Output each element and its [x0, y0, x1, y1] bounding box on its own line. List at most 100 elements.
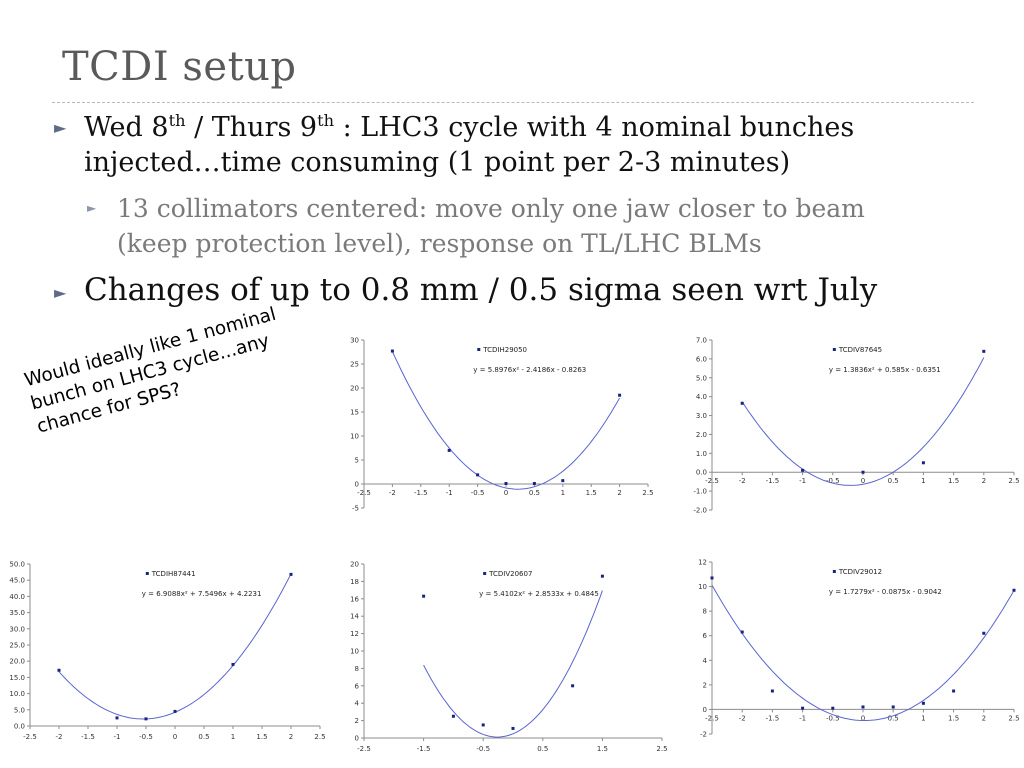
legend-label: TCDIV20607 [488, 570, 532, 578]
x-tick-label: -1.5 [414, 489, 428, 497]
fit-equation: y = 5.8976x² - 2.4186x - 0.8263 [473, 366, 586, 374]
legend-label: TCDIV29012 [838, 568, 882, 576]
y-tick-label: 15 [350, 409, 359, 417]
x-tick-label: -2 [739, 477, 746, 485]
bullet1-text-a: Wed 8 [84, 112, 169, 143]
x-tick-label: 0.5 [888, 714, 899, 722]
y-tick-label: 5.0 [696, 374, 707, 382]
data-point [982, 631, 986, 635]
x-tick-label: 1.5 [586, 489, 597, 497]
legend-marker [477, 348, 481, 351]
x-tick-label: -2.5 [23, 733, 37, 741]
y-tick-label: 5 [355, 457, 359, 465]
fit-equation: y = 1.7279x² - 0.0875x - 0.9042 [829, 588, 942, 596]
fit-curve [391, 351, 621, 490]
x-tick-label: 1.5 [948, 477, 959, 485]
data-point [57, 668, 61, 672]
sub-bullet-line2: (keep protection level), response on TL/… [117, 229, 762, 258]
x-tick-label: 0.5 [888, 477, 899, 485]
x-tick-label: 1.5 [948, 714, 959, 722]
legend-label: TCDIH87441 [151, 570, 196, 578]
x-tick-label: -2.5 [705, 714, 719, 722]
data-point [115, 716, 119, 720]
y-tick-label: 0 [703, 706, 707, 714]
data-point [476, 473, 480, 477]
y-tick-label: 1.0 [696, 450, 707, 458]
bullet-changes: ► Changes of up to 0.8 mm / 0.5 sigma se… [54, 273, 1004, 308]
chart-tcdiv29012: -2 0 2 4 6 8 10 12 -2.5 -2 -1.5 -1 -0.5 0 0.5 1 1.5 2 2.5 T… [690, 544, 1020, 756]
bullet1-sup-a: th [168, 111, 186, 130]
y-tick-label: 3.0 [696, 412, 707, 420]
chart-tcdih29050: -5 0 5 10 15 20 25 30 -2.5 -2 -1.5 -1 -0.5 0 0.5 1 1.5 2 2… [336, 320, 656, 532]
y-tick-label: -5 [352, 505, 359, 513]
data-point [710, 576, 714, 580]
legend-marker [483, 572, 487, 575]
y-tick-label: 40.0 [9, 593, 25, 601]
x-tick-label: 1 [921, 477, 925, 485]
x-tick-label: 2 [982, 477, 986, 485]
title-divider [52, 102, 974, 103]
bullet1-text-b: / Thurs 9 [185, 112, 318, 143]
y-tick-label: -1.0 [693, 488, 707, 496]
y-tick-label: 0 [355, 481, 359, 489]
y-tick-label: 6 [355, 682, 360, 690]
x-tick-label: -1 [799, 477, 806, 485]
data-point [740, 630, 744, 634]
y-tick-label: -2.0 [693, 507, 707, 515]
x-tick-label: -0.5 [471, 489, 485, 497]
data-point [289, 572, 293, 576]
x-tick-label: 2 [982, 714, 986, 722]
y-tick-label: 18 [350, 578, 359, 586]
y-tick-label: -2 [700, 731, 707, 739]
x-tick-label: 2.5 [656, 745, 667, 753]
x-tick-label: 0.5 [537, 745, 548, 753]
y-tick-label: 15.0 [9, 674, 25, 682]
x-tick-label: -0.5 [476, 745, 490, 753]
y-tick-label: 16 [350, 595, 359, 603]
x-tick-label: -2 [56, 733, 63, 741]
x-tick-label: 2.5 [1008, 714, 1019, 722]
y-tick-label: 35.0 [9, 609, 25, 617]
y-tick-label: 30.0 [9, 625, 25, 633]
x-tick-label: -2 [389, 489, 396, 497]
data-point [891, 705, 895, 709]
data-point [481, 723, 485, 727]
data-point [532, 482, 536, 486]
x-tick-label: -1.5 [417, 745, 431, 753]
chart-svg: 0 2 4 6 8 10 12 14 16 18 20 -2.5 -1.5 -0.5 0.5 1.5 2.5 TC… [350, 561, 667, 754]
bullet1-sup-b: th [317, 111, 335, 130]
fit-equation: y = 1.3836x² + 0.585x - 0.6351 [829, 366, 941, 374]
chart-tcdiv87645: -2.0 -1.0 0.0 1.0 2.0 3.0 4.0 5.0 6.0 7.0 -2.5 -2 -1… [690, 318, 1020, 534]
x-tick-label: -0.5 [826, 477, 840, 485]
data-point [422, 594, 426, 598]
x-tick-label: 0 [861, 714, 865, 722]
sub-bullet-arrow-icon: ► [87, 201, 97, 215]
data-point [231, 662, 235, 666]
data-point [982, 349, 986, 353]
y-tick-label: 14 [350, 613, 359, 621]
data-point [831, 706, 835, 710]
y-tick-label: 12 [698, 559, 707, 567]
data-point [1012, 588, 1016, 592]
y-tick-label: 20.0 [9, 658, 25, 666]
chart-svg: -2 0 2 4 6 8 10 12 -2.5 -2 -1.5 -1 -0.5 0 0.5 1 1.5 2 2.5 T… [698, 559, 1019, 739]
x-tick-label: -1.5 [81, 733, 95, 741]
x-tick-label: -1 [799, 714, 806, 722]
legend-label: TCDIV87645 [838, 346, 882, 354]
y-tick-label: 30 [350, 337, 359, 345]
chart-svg: -5 0 5 10 15 20 25 30 -2.5 -2 -1.5 -1 -0.5 0 0.5 1 1.5 2 2… [350, 337, 653, 513]
data-point [770, 689, 774, 693]
x-tick-label: -1.5 [766, 714, 780, 722]
data-point [144, 717, 148, 721]
fit-curve [711, 584, 1015, 721]
x-tick-label: 2 [289, 733, 293, 741]
x-tick-label: 0.5 [198, 733, 209, 741]
bullet-cycle-info: ► Wed 8th / Thurs 9th : LHC3 cycle with … [54, 110, 984, 180]
data-point [952, 689, 956, 693]
legend-marker [832, 348, 836, 351]
data-point [561, 479, 565, 483]
y-tick-label: 6.0 [696, 355, 707, 363]
y-tick-label: 7.0 [696, 337, 707, 345]
x-tick-label: -1 [446, 489, 453, 497]
legend-marker [145, 572, 149, 575]
